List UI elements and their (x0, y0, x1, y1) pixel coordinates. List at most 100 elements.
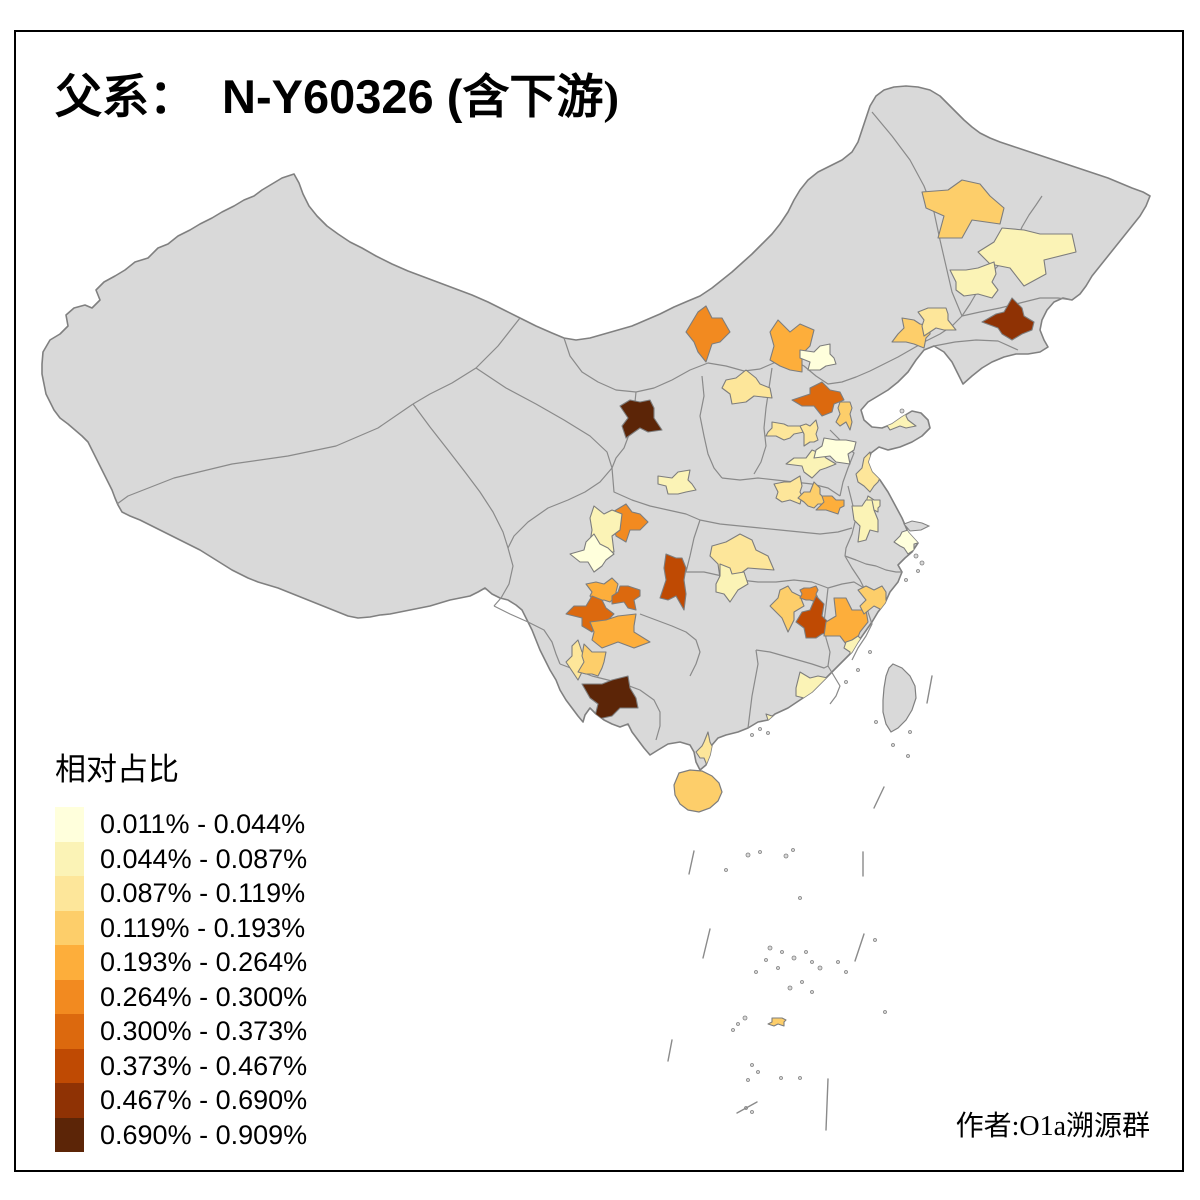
islet (750, 1063, 754, 1067)
small-islands (724, 408, 925, 1114)
legend-rows: 0.011% - 0.044% 0.044% - 0.087% 0.087% - 0… (55, 807, 307, 1152)
map-region-r10 (791, 381, 845, 417)
legend-class-label: 0.119% - 0.193% (100, 912, 306, 943)
islet (750, 1110, 754, 1114)
map-region-r42 (795, 595, 833, 639)
boundary-dash (702, 928, 711, 959)
colored-regions (565, 179, 1077, 769)
islet (791, 848, 795, 852)
islet (817, 965, 823, 971)
legend-title: 相对占比 (55, 752, 179, 787)
boundary-dash (926, 675, 933, 704)
islet (810, 960, 814, 964)
islet (856, 668, 860, 672)
islet (736, 1022, 740, 1026)
province-border-line (755, 649, 829, 669)
boundary-dash (854, 933, 865, 962)
title-suffix: 含下游) (462, 72, 620, 124)
islet (798, 896, 802, 900)
legend-row: 0.264% - 0.300% (55, 979, 307, 1014)
islet (919, 560, 925, 566)
map-region-r16 (813, 437, 857, 465)
province-border-line (686, 571, 829, 589)
province-border-line (851, 611, 873, 661)
islet (756, 1070, 760, 1074)
islet (746, 1078, 750, 1082)
islet (783, 853, 789, 859)
islet (791, 955, 797, 961)
province-border-line (699, 519, 853, 535)
plot-frame (14, 30, 1184, 1172)
islet (836, 960, 840, 964)
province-border-line (721, 477, 841, 497)
map-region-r36 (589, 613, 651, 649)
figure-title: 父系： N-Y60326 (含下游) (55, 58, 619, 127)
islet (908, 730, 912, 734)
map-region-r39 (581, 675, 639, 721)
legend-row: 0.011% - 0.044% (55, 807, 307, 842)
map-region-r29 (569, 533, 615, 573)
legend-class-label: 0.300% - 0.373% (100, 1016, 308, 1046)
islet (800, 980, 804, 984)
islet (906, 754, 910, 758)
province-border-line (412, 317, 521, 405)
legend-swatch (55, 1083, 84, 1118)
boundary-dash (688, 850, 695, 875)
map-region-r23 (797, 481, 827, 509)
map-region-r04 (981, 297, 1035, 341)
province-border-line (475, 367, 613, 469)
province-border-line (699, 375, 723, 479)
islet (750, 733, 754, 737)
islet (868, 650, 872, 654)
map-region-r20 (851, 499, 879, 543)
map-region-r28 (657, 469, 697, 495)
islet (758, 727, 762, 731)
islet (787, 985, 793, 991)
islet (767, 945, 773, 951)
map-region-r02 (977, 227, 1077, 287)
legend-swatch (55, 1048, 84, 1083)
map-region-r12 (721, 369, 773, 405)
map-region-r49 (767, 1017, 787, 1027)
islet (724, 868, 728, 872)
islet (776, 966, 780, 970)
islet (731, 1028, 735, 1032)
province-border-line (493, 547, 514, 607)
legend-swatch (55, 876, 84, 911)
map-region-r01 (921, 179, 1005, 239)
province-border-line (493, 605, 561, 665)
legend: 相对占比 0.011% - 0.044% 0.044% - 0.087% 0.087… (55, 744, 307, 1152)
legend-swatch (55, 945, 84, 980)
islet (754, 970, 758, 974)
province-border-line (747, 649, 759, 729)
map-region-r38 (577, 643, 607, 677)
legend-row: 0.690% - 0.909% (55, 1117, 307, 1152)
map-region-r09 (799, 343, 837, 371)
province-border-line (827, 665, 841, 705)
map-region-r40 (769, 585, 805, 633)
legend-class-label: 0.373% - 0.467% (100, 1050, 308, 1081)
islet (798, 1076, 802, 1080)
map-region-hainan-island (673, 769, 723, 813)
map-region-r07 (685, 305, 731, 363)
legend-swatch (55, 979, 84, 1014)
title-prefix: 父系： (55, 72, 196, 124)
boundary-dash (736, 1101, 758, 1114)
islet (764, 958, 768, 962)
attribution: 作者:O1a溯源群 (956, 1104, 1150, 1144)
attribution-text: 作者:O1a溯源群 (955, 1111, 1150, 1142)
legend-row: 0.087% - 0.119% (55, 876, 307, 911)
islet (913, 553, 919, 559)
map-region-r06 (917, 307, 957, 337)
map-region-r30 (659, 553, 687, 611)
islet (758, 850, 762, 854)
map-region-r08 (769, 319, 815, 373)
map-region-r13 (765, 421, 805, 441)
map-region-r03 (949, 261, 999, 299)
title-haplogroup: N-Y60326 ( (222, 70, 463, 123)
legend-swatch (55, 910, 84, 945)
boundary-dash (667, 1039, 673, 1062)
islet (916, 569, 920, 573)
